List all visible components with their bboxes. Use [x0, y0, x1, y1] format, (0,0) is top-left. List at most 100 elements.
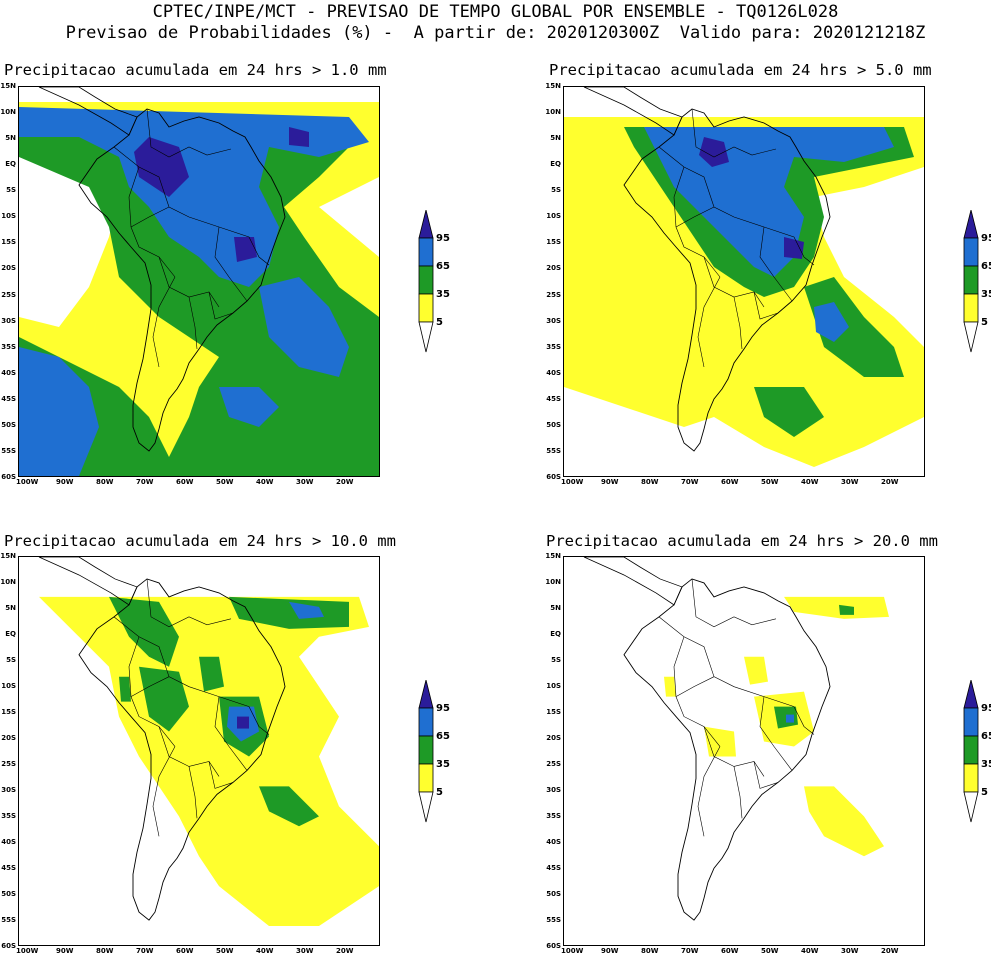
lon-label: 40W	[256, 947, 274, 955]
precip-area-c5	[804, 786, 884, 857]
country-border	[130, 206, 170, 228]
precip-area-c5	[704, 726, 736, 757]
legend-swatch-below-5	[418, 321, 434, 353]
lat-label: 50S	[546, 890, 561, 898]
precip-area-c65	[644, 127, 894, 277]
lat-label: EQ	[550, 160, 561, 169]
lat-label: 15S	[1, 708, 16, 716]
precip-map-svg	[583, 557, 889, 921]
precip-area-c35	[839, 604, 854, 615]
legend-swatch-35	[963, 265, 979, 295]
country-border	[763, 696, 815, 735]
lat-label: 45S	[546, 864, 561, 872]
lon-label: 30W	[841, 947, 859, 955]
lat-label: 20S	[1, 734, 16, 742]
lat-label: 5N	[550, 604, 561, 612]
country-border	[214, 696, 248, 771]
lon-label: 50W	[216, 947, 234, 955]
country-border	[691, 108, 777, 158]
lat-label: 50S	[1, 890, 16, 898]
precip-area-c35	[19, 117, 379, 476]
lat-label: 35S	[1, 342, 16, 351]
legend-swatch-95	[963, 209, 979, 239]
country-border	[759, 696, 793, 771]
continent-outline	[623, 108, 831, 452]
legend-label-5: 5	[981, 317, 988, 328]
lat-label: 40S	[1, 838, 16, 846]
lat-label: 15S	[546, 238, 561, 247]
legend-1: 95 65 35 5	[418, 209, 478, 360]
country-border	[113, 146, 220, 228]
lon-label: 70W	[136, 947, 154, 955]
lon-label: 40W	[801, 478, 819, 486]
lon-label: 100W	[16, 947, 39, 955]
precip-area-c5	[784, 596, 889, 619]
precip-map-svg	[38, 557, 379, 927]
precip-area-c65	[786, 714, 794, 723]
legend-label-95: 95	[436, 233, 450, 244]
country-border	[733, 296, 743, 350]
lat-label: 50S	[1, 420, 16, 429]
precip-area-c35	[109, 596, 179, 667]
precip-area-c65	[289, 601, 324, 619]
country-border	[673, 166, 721, 278]
country-border	[697, 746, 721, 837]
lat-label: 30S	[1, 316, 16, 325]
lat-label: 5S	[6, 186, 16, 195]
lon-label: 100W	[561, 947, 584, 955]
country-border	[113, 616, 220, 697]
precip-area-c95	[237, 716, 249, 729]
lat-label: 15N	[545, 552, 561, 560]
central-america-outline	[38, 87, 138, 136]
central-america-outline	[583, 557, 683, 606]
lat-label: 15S	[1, 238, 16, 247]
lat-label: 15N	[0, 82, 16, 90]
legend-swatch-5	[963, 763, 979, 793]
precip-area-c95	[134, 137, 189, 197]
lat-label: 55S	[546, 916, 561, 924]
lon-label: 40W	[256, 478, 274, 486]
country-border	[733, 766, 743, 819]
lon-label: 60W	[721, 947, 739, 955]
precip-map-svg	[564, 87, 924, 467]
lon-label: 30W	[296, 478, 314, 486]
precip-area-c35	[119, 676, 131, 702]
lat-label: 15N	[545, 82, 561, 90]
lon-label: 100W	[16, 478, 39, 486]
lon-label: 20W	[881, 478, 899, 486]
lon-label: 50W	[216, 478, 234, 486]
legend-label-35: 35	[436, 759, 450, 770]
lon-label: 40W	[801, 947, 819, 955]
lat-label: 40S	[546, 368, 561, 377]
legend-label-95: 95	[981, 703, 991, 714]
lat-label: 45S	[1, 394, 16, 403]
legend-label-95: 95	[436, 703, 450, 714]
legend-label-5: 5	[436, 317, 443, 328]
precip-area-c95	[699, 137, 729, 167]
lat-label: 40S	[546, 838, 561, 846]
legend-swatch-below-5	[418, 791, 434, 823]
precip-area-c35	[199, 656, 224, 692]
precip-area-c65	[814, 302, 849, 342]
precip-area-c35	[229, 596, 349, 629]
lat-label: 60S	[1, 942, 16, 950]
lat-label: 25S	[546, 290, 561, 299]
lon-label: 100W	[561, 478, 584, 486]
central-america-outline	[38, 557, 138, 606]
lat-label: 40S	[1, 368, 16, 377]
precip-area-c95	[784, 237, 804, 259]
lat-label: 45S	[546, 394, 561, 403]
legend-label-35: 35	[981, 759, 991, 770]
legend-swatch-95	[963, 679, 979, 709]
lat-label: 55S	[1, 916, 16, 924]
lat-label: 60S	[546, 473, 561, 481]
precip-area-c95	[289, 127, 309, 147]
lat-label: 30S	[1, 786, 16, 794]
lon-label: 80W	[96, 947, 114, 955]
lat-label: 5S	[551, 186, 561, 195]
legend-label-35: 35	[981, 289, 991, 300]
lon-label: 60W	[176, 947, 194, 955]
lat-label: 10N	[0, 578, 16, 586]
country-border	[753, 291, 779, 320]
country-border	[158, 726, 220, 777]
